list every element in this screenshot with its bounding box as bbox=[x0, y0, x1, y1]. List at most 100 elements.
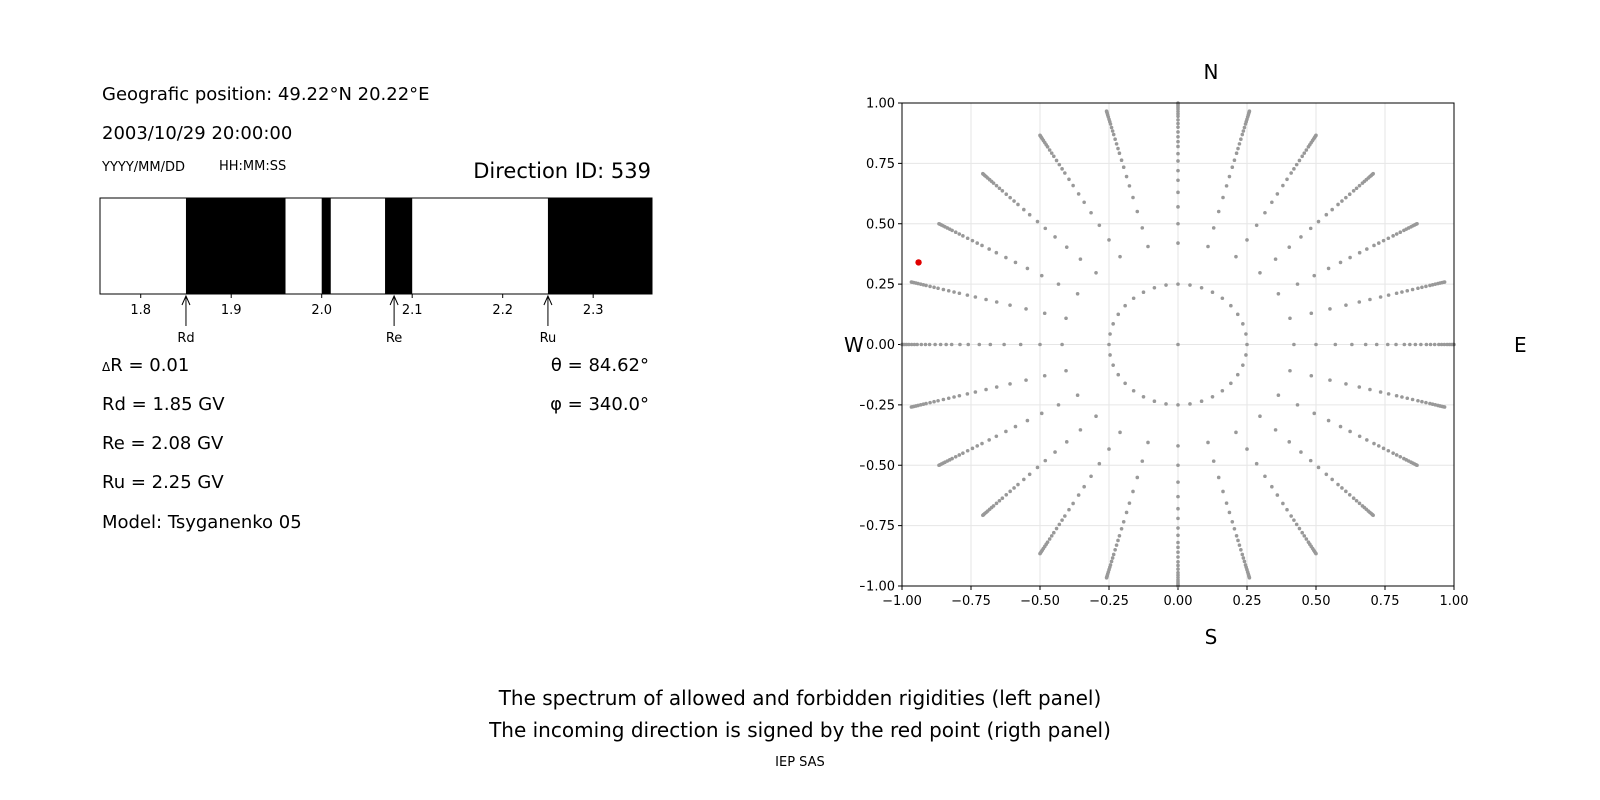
direction-point bbox=[1263, 474, 1267, 479]
x-tick-label: 1.9 bbox=[221, 303, 242, 318]
direction-point bbox=[1060, 342, 1064, 347]
direction-point bbox=[1398, 230, 1403, 235]
direction-point bbox=[965, 236, 970, 241]
direction-point bbox=[1119, 158, 1124, 163]
direction-point bbox=[1285, 177, 1289, 182]
direction-point bbox=[1176, 526, 1180, 530]
direction-point bbox=[932, 285, 936, 290]
direction-point bbox=[1127, 501, 1132, 505]
direction-point bbox=[1289, 514, 1293, 518]
y-tick-label: −0.50 bbox=[860, 459, 895, 474]
direction-point bbox=[1119, 526, 1124, 531]
incoming-direction-point bbox=[915, 259, 922, 266]
direction-point bbox=[1410, 397, 1415, 402]
direction-point bbox=[1176, 567, 1180, 571]
direction-point bbox=[1415, 463, 1419, 468]
direction-point bbox=[1022, 207, 1026, 212]
direction-point bbox=[1281, 183, 1285, 188]
plot-frame bbox=[901, 102, 1455, 587]
direction-point bbox=[1314, 551, 1318, 556]
direction-point bbox=[1276, 393, 1281, 398]
direction-point bbox=[957, 291, 962, 296]
direction-point bbox=[1114, 142, 1119, 146]
spectrum-frame bbox=[99, 197, 653, 295]
direction-point bbox=[1330, 207, 1334, 212]
direction-point bbox=[1312, 411, 1317, 416]
theta-value: θ = 84.62° bbox=[550, 355, 649, 376]
direction-point bbox=[994, 385, 999, 389]
direction-point bbox=[997, 498, 1002, 503]
direction-point bbox=[1111, 132, 1116, 137]
direction-point bbox=[1420, 399, 1424, 404]
delta-r: ΔR = 0.01 bbox=[102, 355, 189, 376]
direction-point bbox=[1241, 322, 1245, 326]
direction-point bbox=[1245, 342, 1249, 347]
direction-point bbox=[1176, 563, 1180, 568]
direction-point bbox=[1043, 226, 1048, 231]
direction-point bbox=[961, 234, 965, 238]
direction-point bbox=[1047, 148, 1052, 152]
direction-point bbox=[1060, 167, 1064, 171]
direction-point bbox=[1344, 382, 1348, 386]
direction-point bbox=[1302, 151, 1307, 155]
direction-point bbox=[1216, 209, 1221, 214]
direction-point bbox=[1220, 296, 1225, 301]
direction-point bbox=[1394, 291, 1399, 296]
direction-point bbox=[1121, 165, 1126, 170]
direction-point bbox=[1013, 260, 1018, 265]
x-tick-label: 0.00 bbox=[1164, 594, 1193, 609]
direction-point bbox=[1025, 418, 1030, 423]
direction-point bbox=[981, 513, 985, 518]
direction-point bbox=[1273, 257, 1278, 261]
direction-point bbox=[1236, 146, 1240, 151]
direction-point bbox=[1176, 506, 1180, 511]
y-tick-label: 0.75 bbox=[866, 157, 895, 172]
direction-point bbox=[980, 243, 984, 248]
direction-point bbox=[1210, 290, 1215, 295]
direction-point bbox=[1230, 519, 1235, 524]
direction-point bbox=[1176, 463, 1180, 468]
direction-point bbox=[1094, 270, 1098, 275]
direction-point bbox=[1052, 154, 1056, 159]
direction-point bbox=[1116, 538, 1120, 543]
direction-point bbox=[1297, 526, 1302, 531]
direction-point bbox=[1071, 501, 1075, 506]
date-format-label: YYYY/MM/DD bbox=[102, 160, 185, 175]
direction-point bbox=[1351, 496, 1356, 500]
direction-point bbox=[1391, 234, 1395, 238]
direction-point bbox=[946, 396, 951, 401]
direction-point bbox=[949, 342, 954, 347]
x-tick-label: 0.50 bbox=[1302, 594, 1331, 609]
direction-point bbox=[1416, 286, 1420, 291]
direction-point bbox=[1357, 501, 1362, 506]
direction-point bbox=[1035, 465, 1040, 470]
direction-point bbox=[1410, 287, 1415, 292]
direction-point bbox=[1224, 501, 1229, 505]
direction-point bbox=[1078, 257, 1083, 261]
direction-point bbox=[1152, 399, 1157, 404]
direction-point bbox=[975, 241, 980, 245]
direction-point bbox=[1199, 399, 1204, 404]
direction-point bbox=[1328, 307, 1332, 311]
direction-point bbox=[994, 434, 999, 439]
direction-point bbox=[1042, 311, 1047, 316]
direction-point bbox=[1118, 430, 1122, 435]
caption-line-2: The incoming direction is signed by the … bbox=[489, 718, 1111, 742]
direction-point bbox=[953, 454, 958, 459]
direction-point bbox=[936, 398, 940, 403]
direction-point bbox=[1398, 454, 1403, 459]
direction-point bbox=[1067, 177, 1071, 182]
direction-point bbox=[909, 280, 914, 284]
direction-point bbox=[1299, 450, 1303, 454]
direction-point bbox=[1326, 266, 1331, 271]
direction-point bbox=[1258, 414, 1262, 419]
direction-point bbox=[1057, 162, 1062, 167]
x-tick-label: 1.8 bbox=[130, 303, 151, 318]
direction-point bbox=[1038, 133, 1042, 138]
direction-point bbox=[1350, 342, 1354, 347]
direction-point bbox=[1089, 474, 1093, 479]
direction-point bbox=[1131, 489, 1135, 494]
direction-point bbox=[1275, 192, 1280, 196]
y-tick-label: 0.25 bbox=[866, 278, 895, 293]
direction-point bbox=[1111, 322, 1115, 326]
